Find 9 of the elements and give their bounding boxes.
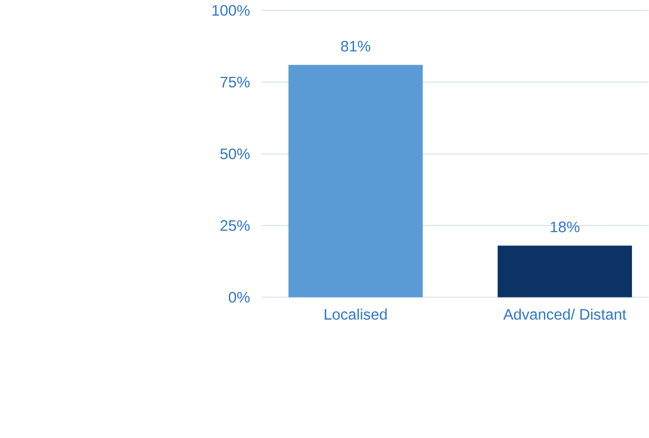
y-tick-label: 50% — [220, 148, 250, 160]
y-tick-label: 100% — [212, 5, 250, 16]
y-tick-label: 0% — [228, 292, 250, 303]
y-tick-label: 75% — [220, 76, 250, 88]
x-tick-label: Advanced/ Distant — [503, 308, 626, 320]
x-tick-label: Localised — [324, 308, 387, 320]
data-label: 81% — [341, 40, 370, 52]
data-label: 18% — [550, 222, 580, 232]
y-tick-label: 25% — [220, 220, 250, 232]
